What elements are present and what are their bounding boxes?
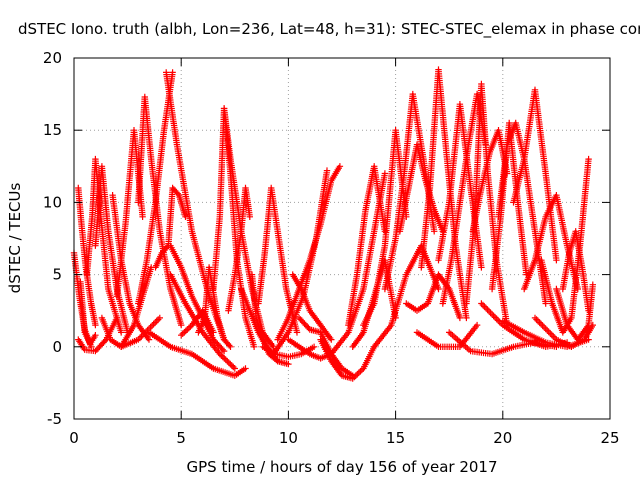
chart-title: dSTEC Iono. truth (albh, Lon=236, Lat=48… — [18, 20, 640, 39]
x-tick-label: 15 — [386, 429, 405, 447]
x-axis-label: GPS time / hours of day 156 of year 2017 — [187, 458, 498, 476]
x-tick-label: 25 — [600, 429, 619, 447]
y-tick-label: 20 — [43, 49, 62, 67]
data-arc — [77, 278, 99, 348]
data-arc — [92, 163, 131, 336]
data-arc — [413, 321, 481, 350]
plus-markers — [118, 264, 155, 350]
data-arc — [553, 281, 596, 343]
data-arc — [371, 242, 442, 350]
y-tick-label: 5 — [52, 266, 62, 284]
plus-markers — [371, 242, 442, 350]
data-arc — [317, 336, 378, 382]
axis-ticks — [73, 57, 611, 420]
y-tick-label: 0 — [52, 338, 62, 356]
plus-markers — [510, 86, 560, 264]
data-arc — [274, 163, 344, 343]
data-arc — [83, 155, 125, 336]
plus-markers — [559, 228, 592, 314]
y-tick-label: 10 — [43, 193, 62, 211]
x-tick-label: 0 — [69, 429, 79, 447]
data-arc — [225, 184, 253, 314]
data-arc — [118, 264, 155, 350]
plus-markers — [167, 242, 228, 355]
data-arc — [295, 314, 356, 379]
data-points — [70, 66, 596, 382]
plus-markers — [413, 321, 481, 350]
plus-markers — [274, 163, 344, 343]
plus-markers — [521, 192, 581, 293]
data-arc — [152, 184, 189, 271]
data-arc — [167, 242, 228, 355]
plus-markers — [317, 336, 378, 382]
y-tick-label: -5 — [47, 410, 62, 428]
plus-markers — [255, 184, 301, 336]
plus-markers — [152, 184, 189, 271]
data-arc — [418, 66, 470, 322]
data-arc — [396, 141, 446, 235]
plus-markers — [92, 163, 131, 336]
data-arc — [285, 336, 335, 362]
data-arc — [521, 192, 581, 293]
tick-labels: 0 5 10 15 20 25 -5 0 5 10 15 20 — [43, 49, 620, 447]
plot-frame — [73, 57, 611, 420]
plus-markers — [418, 66, 470, 322]
data-arc — [499, 317, 592, 350]
data-arc — [145, 329, 249, 379]
x-tick-label: 5 — [176, 429, 186, 447]
data-arc — [255, 184, 301, 336]
data-arc — [345, 163, 389, 329]
data-arc — [510, 86, 560, 264]
plus-markers — [270, 167, 331, 358]
y-axis-label: dSTEC / TECUs — [6, 182, 24, 293]
x-tick-label: 10 — [279, 429, 298, 447]
plus-markers — [77, 278, 99, 348]
plus-markers — [225, 184, 253, 314]
plus-markers — [83, 155, 125, 336]
plus-markers — [145, 329, 249, 379]
data-arc — [559, 228, 592, 314]
x-tick-label: 20 — [493, 429, 512, 447]
plus-markers — [499, 317, 592, 350]
plus-markers — [396, 141, 446, 235]
y-tick-label: 15 — [43, 121, 62, 139]
plus-markers — [345, 163, 389, 329]
plus-markers — [295, 314, 356, 379]
data-arc — [270, 167, 331, 358]
plus-markers — [553, 281, 596, 343]
plus-markers — [285, 336, 335, 362]
